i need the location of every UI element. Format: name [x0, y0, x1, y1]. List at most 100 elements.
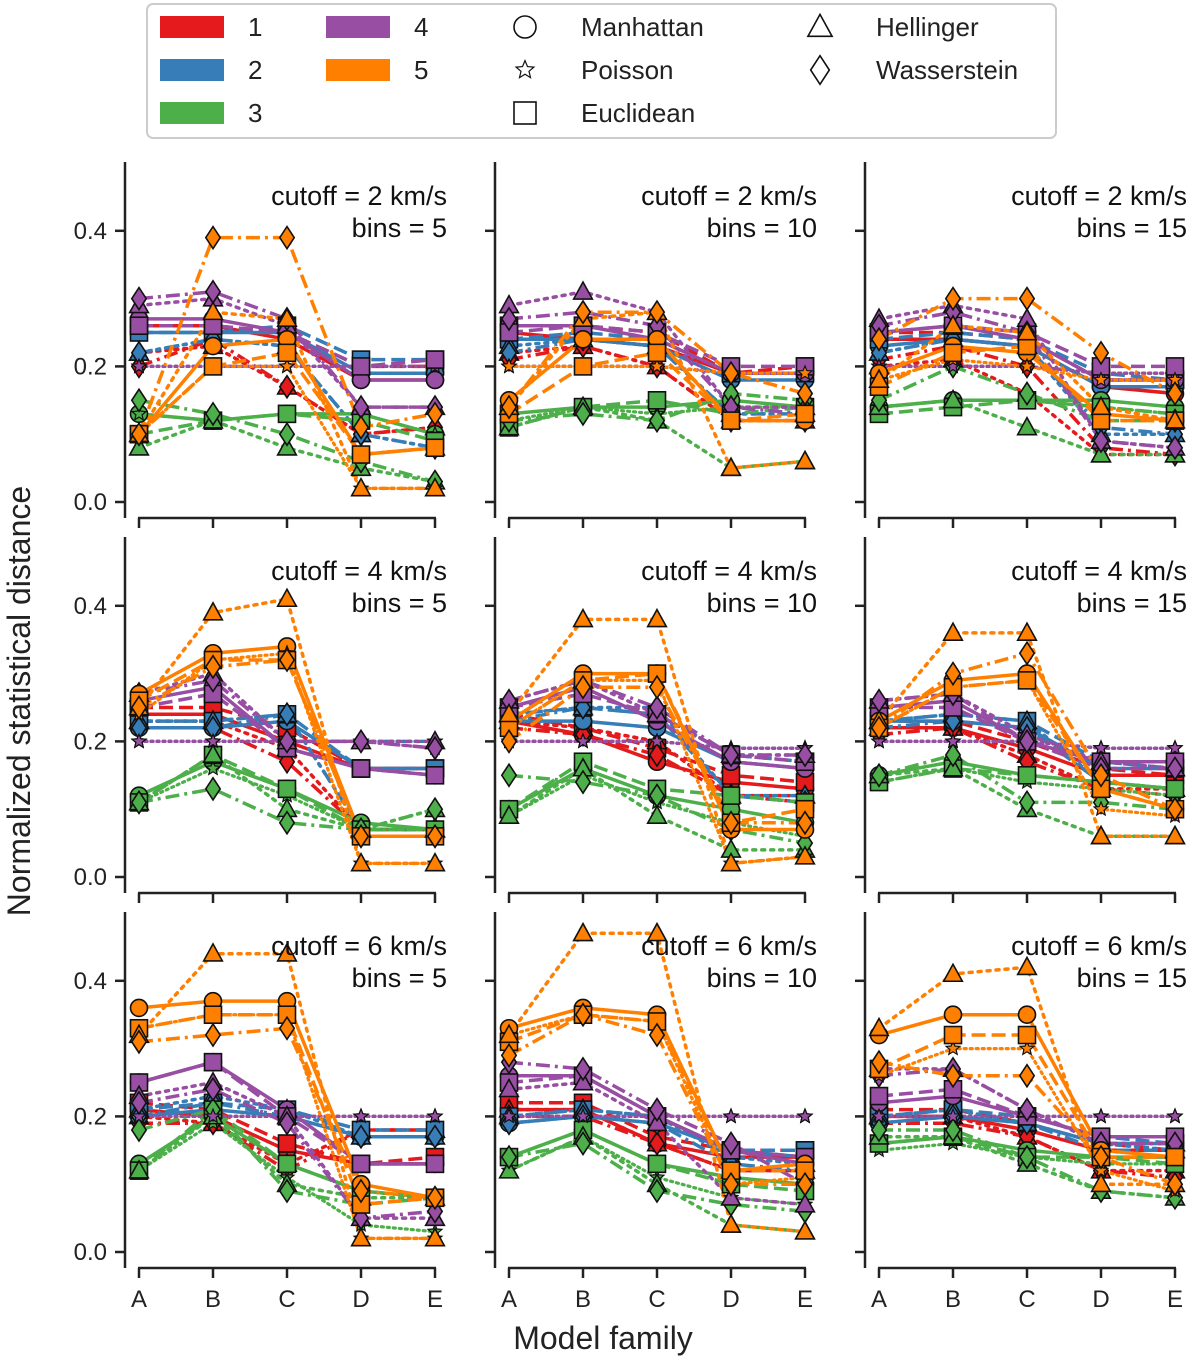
series-markers — [128, 587, 446, 872]
panel-cutoff-label: cutoff = 6 km/s — [641, 931, 817, 961]
data-point-5-hellinger — [646, 607, 668, 628]
data-point-3-euclidean — [277, 779, 297, 799]
data-point-4-poisson — [204, 1107, 222, 1124]
legend-swatch-3 — [160, 102, 224, 124]
data-point-5-euclidean — [351, 445, 371, 464]
data-point-3-wasserstein — [426, 796, 444, 822]
y-tick-label: 0.2 — [74, 1103, 107, 1130]
data-point-4-wasserstein — [500, 306, 518, 332]
panel-bins-label: bins = 10 — [707, 213, 817, 243]
data-point-4-wasserstein — [574, 1056, 592, 1082]
data-point-4-manhattan — [425, 370, 445, 390]
legend-marker-manhattan — [513, 15, 537, 39]
data-point-5-wasserstein — [722, 1171, 740, 1197]
data-point-3-hellinger — [128, 1159, 150, 1179]
x-axis-title: Model family — [513, 1320, 693, 1356]
data-point-3-poisson — [204, 759, 222, 776]
data-point-4-poisson — [574, 1107, 592, 1124]
data-point-5-wasserstein — [870, 326, 888, 352]
legend: 1 2 3 4 5 Manhattan Poisson Euclidean Hellinger W… — [146, 3, 1057, 139]
data-point-5-euclidean — [943, 343, 963, 363]
data-point-5-wasserstein — [500, 1042, 518, 1068]
data-point-3-wasserstein — [1018, 1144, 1036, 1170]
data-point-5-hellinger — [942, 314, 964, 334]
data-point-4-wasserstein — [130, 1090, 148, 1116]
data-point-4-euclidean — [869, 1086, 889, 1106]
legend-swatch-4 — [326, 16, 390, 38]
data-point-4-wasserstein — [1018, 728, 1036, 754]
data-point-1-wasserstein — [278, 749, 296, 775]
data-point-1-wasserstein — [278, 374, 296, 400]
data-point-5-manhattan — [203, 336, 223, 356]
data-point-5-wasserstein — [130, 694, 148, 721]
series-markers — [868, 286, 1186, 468]
data-point-4-hellinger — [498, 1077, 520, 1098]
series-line-4-hellinger — [507, 1080, 807, 1207]
legend-label-5: 5 — [414, 55, 428, 85]
legend-swatch-2 — [160, 59, 224, 81]
data-point-4-poisson — [722, 1107, 740, 1124]
data-point-5-wasserstein — [426, 1185, 444, 1211]
data-point-3-wasserstein — [1018, 789, 1036, 815]
data-point-5-euclidean — [647, 343, 667, 363]
data-point-4-poisson — [130, 1107, 148, 1124]
data-point-3-euclidean — [647, 390, 667, 410]
data-point-3-wasserstein — [648, 783, 666, 809]
data-point-5-euclidean — [1017, 1025, 1037, 1045]
data-point-5-hellinger — [794, 449, 816, 470]
x-tick-label: A — [871, 1286, 887, 1313]
data-point-5-wasserstein — [1166, 1171, 1184, 1197]
panel-cutoff-label: cutoff = 4 km/s — [1011, 556, 1187, 586]
data-point-4-poisson — [574, 732, 592, 749]
data-point-3-hellinger — [202, 743, 224, 763]
y-tick-label: 0.0 — [74, 864, 107, 891]
data-point-4-wasserstein — [426, 735, 444, 761]
data-point-3-wasserstein — [648, 1178, 666, 1204]
panel-cutoff-label: cutoff = 6 km/s — [271, 931, 447, 961]
panel-cutoff-label: cutoff = 6 km/s — [1011, 931, 1187, 961]
data-point-5-wasserstein — [500, 394, 518, 420]
data-point-3-wasserstein — [130, 1117, 148, 1143]
data-point-5-euclidean — [721, 411, 741, 430]
series-line-4-wasserstein — [878, 310, 1176, 450]
data-point-5-euclidean — [573, 357, 593, 376]
data-point-3-poisson — [130, 405, 148, 421]
series-line-1-wasserstein — [879, 1121, 1176, 1180]
data-point-4-poisson — [944, 357, 962, 374]
legend-label-euclidean: Euclidean — [581, 98, 695, 128]
legend-marker-hellinger — [806, 12, 834, 38]
data-point-5-wasserstein — [130, 1029, 148, 1055]
data-point-5-poisson — [1092, 371, 1110, 388]
data-point-4-poisson — [204, 732, 222, 749]
data-point-4-euclidean — [129, 316, 149, 336]
series-line-4-poisson — [137, 739, 437, 750]
legend-marker-wasserstein — [809, 54, 831, 86]
data-point-4-poisson — [1166, 739, 1184, 756]
data-point-4-poisson — [870, 1107, 888, 1124]
data-point-5-hellinger — [276, 942, 298, 962]
data-point-5-hellinger — [794, 845, 816, 865]
series-markers — [498, 921, 816, 1240]
x-tick-label: E — [797, 1286, 813, 1313]
data-point-5-wasserstein — [944, 661, 962, 687]
data-point-5-manhattan — [1017, 1005, 1037, 1025]
data-point-5-manhattan — [573, 329, 593, 349]
data-point-5-hellinger — [572, 921, 594, 942]
data-point-5-wasserstein — [796, 810, 814, 836]
data-point-4-euclidean — [425, 765, 445, 785]
data-point-5-hellinger — [424, 477, 446, 497]
data-point-2-wasserstein — [352, 1124, 370, 1150]
x-tick-label: B — [575, 1286, 591, 1313]
data-point-5-hellinger — [276, 587, 298, 608]
data-point-4-poisson — [870, 732, 888, 749]
data-point-3-wasserstein — [500, 1144, 518, 1170]
legend-swatch-5 — [326, 59, 390, 81]
data-point-4-poisson — [796, 1107, 814, 1124]
series-line-3-wasserstein — [508, 773, 806, 845]
data-point-3-euclidean — [1165, 779, 1185, 799]
data-point-5-poisson — [278, 357, 296, 374]
